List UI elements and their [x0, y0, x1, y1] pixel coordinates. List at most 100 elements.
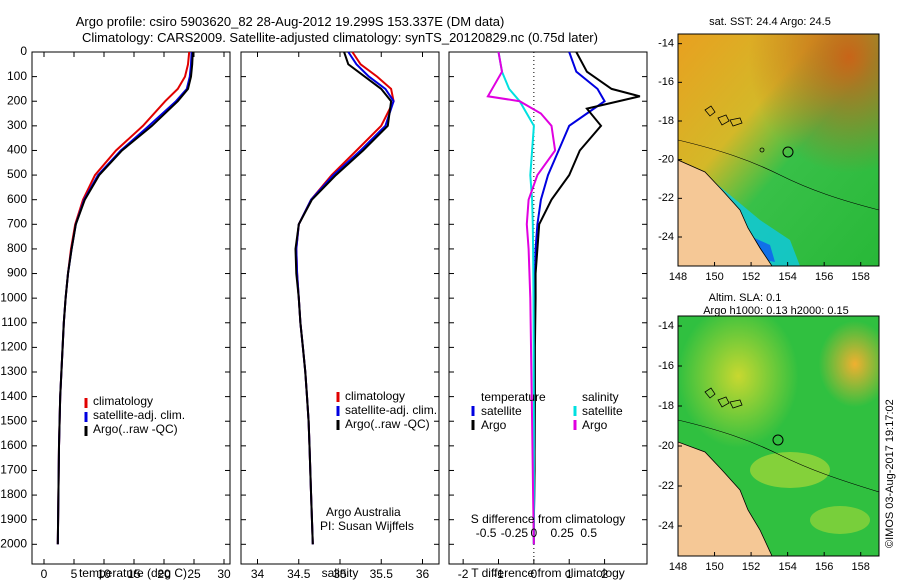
pi-label: PI: Susan Wijffels: [320, 519, 414, 533]
xtick-label: 15: [127, 567, 141, 580]
xtick-label: 5: [71, 567, 78, 580]
xtick-label: 30: [217, 567, 231, 580]
series-t-satellite: [532, 51, 606, 545]
ytick-label: 1300: [0, 364, 27, 378]
map-xtick-label: 152: [742, 561, 760, 573]
salinity-xlabel: salinity: [322, 566, 359, 580]
legend-satellite: satellite-adj. clim.: [345, 403, 437, 417]
map-ytick-label: -14: [658, 320, 674, 332]
map-xtick-label: 148: [669, 271, 687, 283]
ytick-label: 1900: [0, 512, 27, 526]
sla-map-title-line2: Argo h1000: 0.13 h2000: 0.15: [703, 305, 849, 317]
ytick-label: 700: [7, 216, 27, 230]
xtick-label: 25: [187, 567, 201, 580]
ytick-label: 900: [7, 266, 27, 280]
ytick-label: 2000: [0, 536, 27, 550]
xtick-label-s: 0.25: [550, 526, 574, 540]
legend-t-argo: Argo: [481, 418, 507, 432]
xtick-label-s: -0.25: [501, 526, 529, 540]
legend-climatology: climatology: [93, 394, 153, 408]
series-argo: [294, 51, 393, 545]
series-climatology: [56, 51, 191, 545]
series-s-satellite: [497, 51, 535, 545]
legend-climatology: climatology: [345, 389, 405, 403]
map-xtick-label: 152: [742, 271, 760, 283]
xtick-label-s: 0.5: [580, 526, 597, 540]
ytick-label: 1600: [0, 438, 27, 452]
temperature-xlabel: temperature (deg C): [79, 566, 187, 580]
map-xtick-label: 150: [705, 271, 723, 283]
xtick-label-s: 0: [531, 526, 538, 540]
xtick-label: 34.5: [287, 567, 311, 580]
ytick-label: 1800: [0, 487, 27, 501]
ytick-label: 1200: [0, 340, 27, 354]
difference-panel: -2 -1 0 1 2 temperature salinity satellite A…: [448, 51, 648, 580]
series-argo: [56, 51, 194, 545]
ytick-label: 400: [7, 143, 27, 157]
xtick-label: 34: [251, 567, 265, 580]
t-difference-label: T difference from climatology: [471, 566, 625, 580]
map-ytick-label: -24: [658, 520, 674, 532]
difference-legend: temperature salinity satellite Argo sate…: [471, 390, 623, 432]
legend-salinity-title: salinity: [582, 390, 619, 404]
ytick-label: 1100: [1, 315, 27, 329]
figure-title-line2: Climatology: CARS2009. Satellite-adjuste…: [82, 30, 598, 45]
temperature-axes-box: [31, 51, 231, 565]
legend-t-satellite: satellite: [481, 404, 522, 418]
map-xtick-label: 156: [815, 561, 833, 573]
series-s-argo: [486, 51, 557, 545]
xtick-label-t: 0: [531, 567, 538, 580]
map-xtick-label: 150: [705, 561, 723, 573]
ytick-label: 600: [7, 192, 27, 206]
map-xtick-label: 158: [852, 271, 870, 283]
map-ytick-label: -22: [658, 192, 674, 204]
map-xtick-label: 154: [778, 271, 796, 283]
legend-satellite: satellite-adj. clim.: [93, 408, 185, 422]
temperature-panel: 0 100 200 300 400 500 600 700 800 900 1000 1100 1200…: [0, 44, 231, 580]
imos-stamp: ©IMOS 03-Aug-2017 19:17:02: [884, 399, 896, 548]
ytick-label: 800: [7, 241, 27, 255]
legend-temperature-title: temperature: [481, 390, 546, 404]
xtick-label-t: -1: [493, 567, 504, 580]
xtick-label-t: 1: [566, 567, 573, 580]
sst-map: sat. SST: 24.4 Argo: 24.5 148 150 152 154 15…: [658, 16, 880, 283]
xtick-label: 36: [416, 567, 430, 580]
xtick-label-t: 2: [601, 567, 608, 580]
legend-s-argo: Argo: [582, 418, 608, 432]
xtick-label-t: -2: [458, 567, 469, 580]
legend-argo: Argo(..raw -QC): [345, 417, 430, 431]
ytick-label: 1000: [0, 290, 27, 304]
sla-map: Altim. SLA: 0.1 Argo h1000: 0.13 h2000: …: [658, 292, 880, 573]
xtick-label: 35.5: [370, 567, 394, 580]
map-ytick-label: -16: [658, 360, 674, 372]
map-xtick-label: 156: [815, 271, 833, 283]
salinity-axes-box: [240, 51, 440, 565]
ytick-label: 500: [7, 167, 27, 181]
temperature-legend: climatology satellite-adj. clim. Argo(..…: [84, 394, 185, 436]
ytick-label: 0: [20, 44, 27, 58]
ytick-label: 1400: [0, 389, 27, 403]
map-ytick-label: -14: [658, 38, 674, 50]
map-ytick-label: -18: [658, 400, 674, 412]
map-xtick-label: 154: [778, 561, 796, 573]
map-ytick-label: -24: [658, 231, 674, 243]
legend-argo: Argo(..raw -QC): [93, 422, 178, 436]
series-t-argo: [532, 51, 641, 545]
ytick-label: 300: [7, 118, 27, 132]
legend-s-satellite: satellite: [582, 404, 623, 418]
map-ytick-label: -20: [658, 440, 674, 452]
sla-map-title-line1: Altim. SLA: 0.1: [709, 292, 782, 304]
ytick-label: 100: [7, 69, 27, 83]
map-ytick-label: -16: [658, 76, 674, 88]
xtick-label-s: -0.5: [476, 526, 497, 540]
xtick-label: 35: [333, 567, 347, 580]
map-xtick-label: 158: [852, 561, 870, 573]
s-difference-label: S difference from climatology: [471, 512, 626, 526]
salinity-panel: 34 34.5 35 35.5 36 climatology satellite-adj…: [240, 51, 440, 580]
xtick-label: 20: [157, 567, 171, 580]
ytick-label: 200: [7, 93, 27, 107]
ytick-label: 1500: [0, 413, 27, 427]
map-xtick-label: 148: [669, 561, 687, 573]
map-ytick-label: -20: [658, 154, 674, 166]
